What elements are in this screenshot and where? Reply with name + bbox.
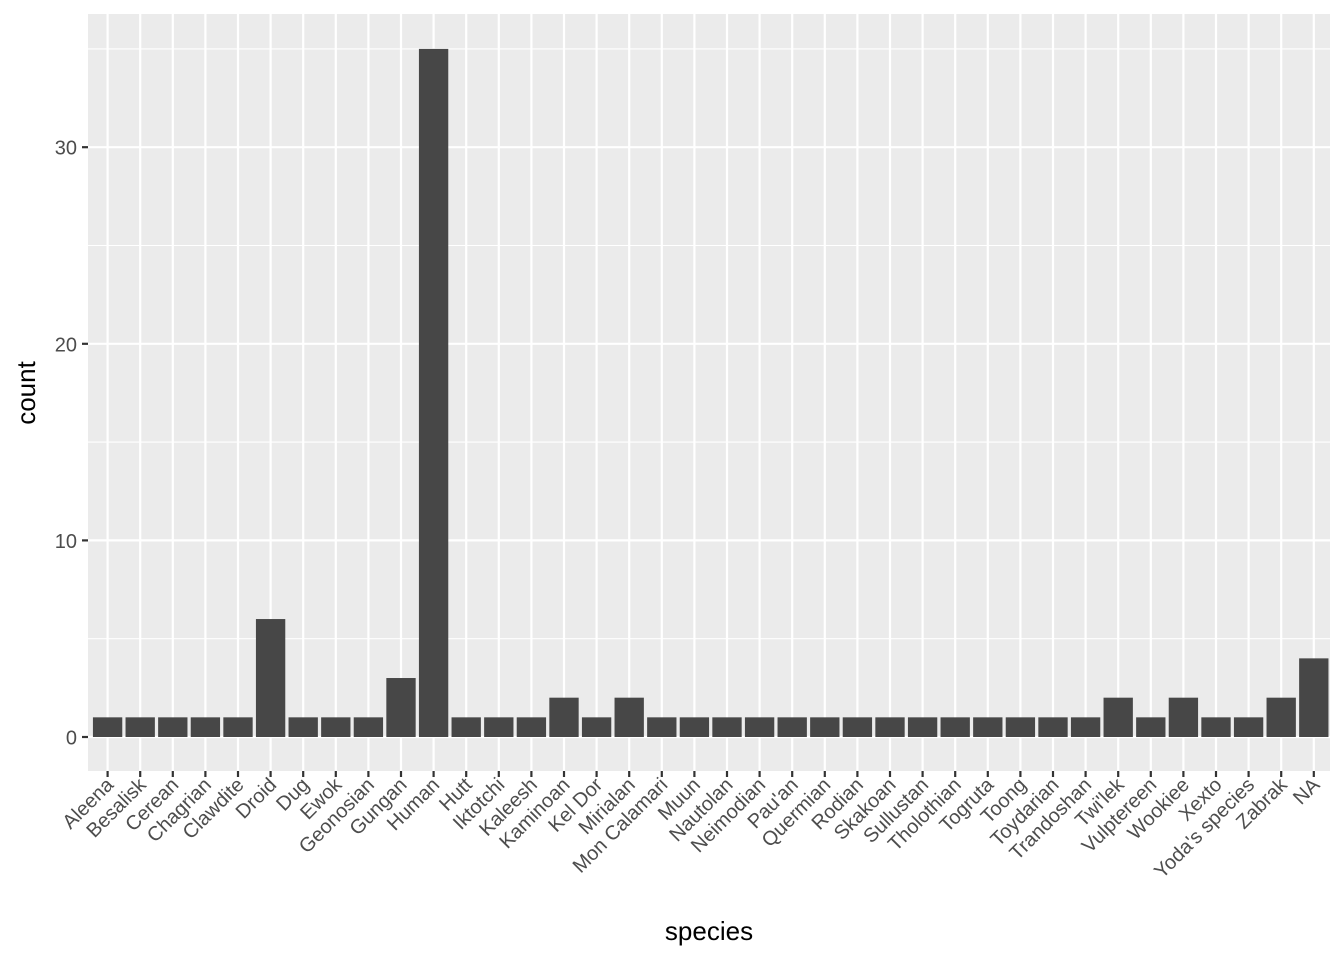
bar-muun <box>679 717 710 737</box>
bar-iktotchi <box>484 717 514 737</box>
bar-toong <box>1005 717 1036 737</box>
bar-chagrian <box>190 717 221 737</box>
bar-mon-calamari <box>647 717 677 737</box>
bar-gungan <box>386 678 416 737</box>
y-axis: 0 10 20 30 <box>55 138 88 750</box>
bar-trandoshan <box>1070 717 1101 737</box>
y-tick-label: 30 <box>55 138 77 160</box>
bar-human <box>418 48 449 737</box>
bar-na <box>1299 658 1329 737</box>
plot-panel <box>88 14 1330 771</box>
bar-yoda-s-species <box>1233 717 1264 737</box>
bar-mirialan <box>614 697 644 737</box>
bar-sullustan <box>907 717 938 737</box>
bar-tholothian <box>940 717 970 737</box>
bar-pau-an <box>777 717 807 737</box>
bar-xexto <box>1201 717 1231 737</box>
bar-rodian <box>842 717 873 737</box>
bar-skakoan <box>875 717 905 737</box>
bar-geonosian <box>353 717 384 737</box>
bar-wookiee <box>1168 697 1199 737</box>
y-tick-label: 0 <box>66 728 77 750</box>
bars <box>92 48 1329 737</box>
bar-cerean <box>158 717 188 737</box>
bar-kaleesh <box>516 717 547 737</box>
bar-nautolan <box>712 717 742 737</box>
grid-lines <box>88 14 1330 771</box>
bar-kaminoan <box>549 697 579 737</box>
bar-quermian <box>810 717 840 737</box>
y-axis-title: count <box>11 360 41 424</box>
bar-besalisk <box>125 717 155 737</box>
y-tick-label: 10 <box>55 531 77 553</box>
x-tick-label: NA <box>1289 774 1325 810</box>
bar-hutt <box>451 717 481 737</box>
bar-kel-dor <box>581 717 612 737</box>
bar-zabrak <box>1266 697 1296 737</box>
bar-ewok <box>321 717 351 737</box>
bar-twi-lek <box>1103 697 1133 737</box>
bar-neimodian <box>744 717 775 737</box>
x-axis: AleenaBesaliskCereanChagrianClawditeDroi… <box>59 771 1325 883</box>
bar-clawdite <box>223 717 253 737</box>
bar-vulptereen <box>1136 717 1166 737</box>
bar-togruta <box>973 717 1003 737</box>
y-tick-label: 20 <box>55 334 77 356</box>
bar-toydarian <box>1038 717 1068 737</box>
bar-aleena <box>92 717 123 737</box>
x-axis-title: species <box>665 916 753 946</box>
bar-dug <box>288 717 318 737</box>
bar-droid <box>255 619 286 737</box>
